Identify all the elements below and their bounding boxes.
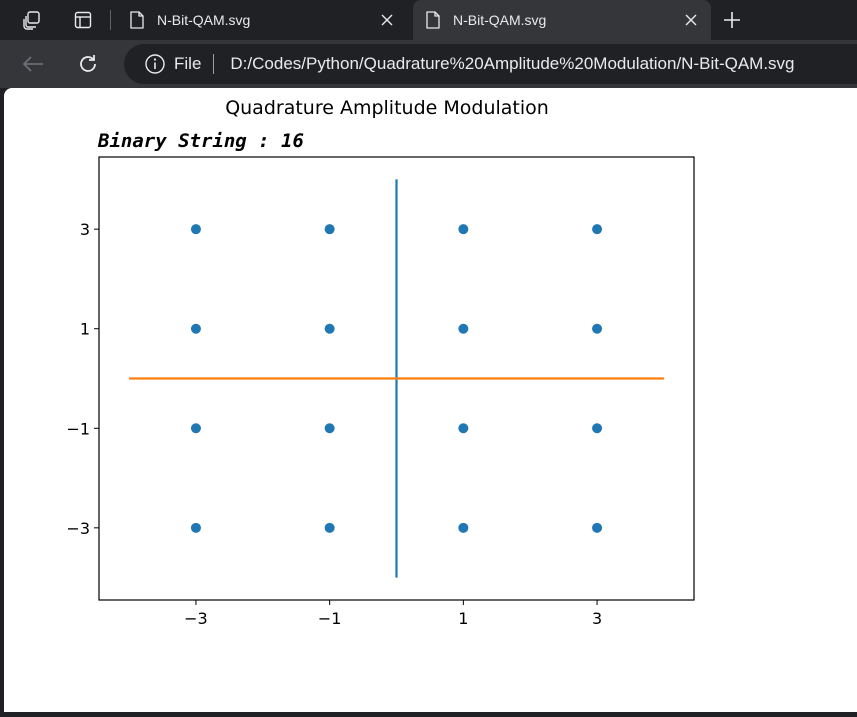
constellation-point <box>458 522 469 533</box>
constellation-point <box>190 224 201 235</box>
y-tick-label: −1 <box>66 419 90 438</box>
constellation-point <box>458 224 469 235</box>
x-tick-label: 3 <box>592 609 602 628</box>
constellation-point <box>190 323 201 334</box>
constellation-point <box>324 224 335 235</box>
tab-title: N-Bit-QAM.svg <box>453 12 547 28</box>
constellation-point <box>324 323 335 334</box>
constellation-point <box>592 323 603 334</box>
address-bar[interactable]: File D:/Codes/Python/Quadrature%20Amplit… <box>124 44 857 84</box>
url-text[interactable]: D:/Codes/Python/Quadrature%20Amplitude%2… <box>230 54 795 73</box>
file-icon <box>130 11 144 29</box>
x-tick-label: 1 <box>458 609 468 628</box>
constellation-point <box>458 323 469 334</box>
page-content: Quadrature Amplitude Modulation Binary S… <box>4 88 857 712</box>
toolbar: File D:/Codes/Python/Quadrature%20Amplit… <box>0 40 857 88</box>
constellation-point <box>592 224 603 235</box>
constellation-point <box>190 423 201 434</box>
tab-strip: N-Bit-QAM.svg N-Bit-QAM.svg <box>0 0 857 40</box>
scheme-label: File <box>174 54 202 73</box>
tab-title: N-Bit-QAM.svg <box>157 12 251 28</box>
y-tick-label: 3 <box>80 220 90 239</box>
chart-title: Quadrature Amplitude Modulation <box>225 97 549 119</box>
constellation-point <box>592 522 603 533</box>
close-icon[interactable] <box>375 8 399 32</box>
refresh-icon[interactable] <box>76 52 100 76</box>
info-icon[interactable] <box>144 53 166 75</box>
tab-inactive[interactable]: N-Bit-QAM.svg <box>117 0 407 40</box>
plus-icon[interactable] <box>720 8 744 32</box>
y-tick-label: −3 <box>66 519 90 538</box>
address-divider <box>213 54 215 74</box>
constellation-point <box>458 423 469 434</box>
back-arrow-icon[interactable] <box>21 52 45 76</box>
tab-active[interactable]: N-Bit-QAM.svg <box>413 0 711 40</box>
constellation-point <box>324 423 335 434</box>
tab-actions-icon[interactable] <box>71 8 95 32</box>
qam-figure: Quadrature Amplitude Modulation Binary S… <box>66 97 695 628</box>
close-icon[interactable] <box>679 8 703 32</box>
constellation-point <box>190 522 201 533</box>
chart-subtitle: Binary String : 16 <box>97 130 304 152</box>
constellation-point <box>592 423 603 434</box>
constellation-point <box>324 522 335 533</box>
y-tick-label: 1 <box>80 320 90 339</box>
x-tick-label: −1 <box>318 609 342 628</box>
x-tick-label: −3 <box>184 609 208 628</box>
tab-separator <box>110 10 111 30</box>
file-icon <box>426 11 440 29</box>
workspaces-icon[interactable] <box>20 8 44 32</box>
